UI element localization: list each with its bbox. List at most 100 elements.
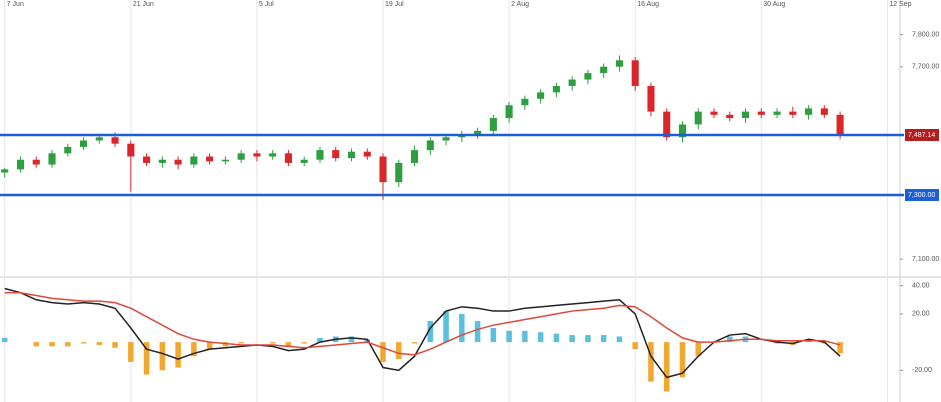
histogram-bar	[143, 342, 150, 375]
histogram-bar	[206, 342, 213, 350]
y-tick-label: 7,800.00	[912, 31, 939, 38]
candle-body	[111, 137, 119, 144]
candle-body	[521, 98, 529, 106]
candle-body	[363, 151, 371, 157]
histogram-bar	[427, 320, 434, 343]
candle-body	[568, 79, 576, 86]
candle-body	[820, 108, 828, 115]
candle-body	[505, 105, 513, 119]
histogram-bar	[112, 342, 118, 348]
y-tick-label: 20.00	[912, 311, 930, 318]
candle-body	[48, 153, 56, 165]
candle-body	[663, 111, 671, 138]
candle-body	[316, 150, 324, 160]
histogram-bar	[317, 337, 323, 343]
candle-body	[410, 150, 419, 163]
histogram-bar	[537, 332, 544, 343]
candle-body	[615, 60, 623, 67]
candle-body	[269, 153, 277, 157]
histogram-bar	[600, 335, 607, 343]
level-tag	[905, 128, 939, 141]
candle-body	[332, 150, 340, 159]
candle-body	[253, 153, 261, 157]
candle-body	[552, 85, 560, 93]
candle-body	[79, 140, 88, 147]
histogram-bar	[679, 342, 686, 378]
histogram-bar	[159, 342, 166, 371]
candle-body	[64, 146, 72, 154]
histogram-bar	[443, 311, 449, 343]
candle-body	[773, 111, 781, 115]
y-tick-label: -20.00	[912, 367, 932, 374]
histogram-bar	[269, 342, 276, 344]
candle-body	[631, 60, 639, 86]
y-tick-label: 7,700.00	[912, 64, 939, 71]
candle-body	[143, 156, 151, 163]
histogram-bar	[65, 342, 71, 347]
histogram-bar	[522, 330, 528, 343]
candle-body	[694, 111, 702, 125]
level-label: 7,300.00	[908, 192, 935, 199]
histogram-bar	[506, 330, 512, 343]
histogram-bar	[80, 342, 87, 344]
histogram-bar	[490, 328, 497, 343]
x-tick-label: 7 Jun	[7, 1, 24, 8]
histogram-bar	[411, 342, 418, 344]
histogram-bar	[569, 335, 575, 343]
candle-body	[127, 143, 135, 157]
candle-body	[300, 159, 308, 163]
histogram-bar	[33, 342, 40, 347]
candle-body	[726, 114, 734, 119]
candle-body	[789, 111, 797, 115]
candle-body	[379, 156, 387, 183]
histogram-bar	[585, 335, 591, 343]
candle-body	[442, 137, 450, 141]
histogram-bar	[348, 336, 355, 343]
histogram-bar	[238, 342, 244, 344]
candle-body	[741, 111, 750, 119]
candle-body	[426, 140, 434, 151]
candle-body	[284, 153, 292, 163]
x-tick-label: 30 Aug	[763, 1, 785, 8]
histogram-bar	[474, 320, 481, 343]
candle-body	[537, 92, 545, 99]
histogram-bar	[396, 342, 402, 360]
histogram-bar	[837, 342, 843, 354]
macd-line	[4, 287, 841, 379]
candle-body	[158, 159, 166, 163]
y-tick-label: 7,100.00	[912, 256, 939, 263]
histogram-bar	[727, 336, 733, 343]
histogram-bar	[616, 336, 623, 343]
candle-body	[600, 66, 608, 74]
candle-body	[174, 159, 182, 165]
candle-body	[489, 118, 497, 131]
x-tick-label: 21 Jun	[133, 1, 154, 8]
histogram-bar	[96, 342, 103, 345]
candle-body	[474, 130, 482, 135]
candle-body	[16, 159, 25, 170]
candle-body	[190, 156, 198, 165]
histogram-bar	[175, 342, 181, 368]
candle-body	[647, 85, 655, 112]
x-tick-label: 5 Jul	[259, 1, 274, 8]
candle-body	[395, 162, 403, 183]
histogram-bar	[459, 313, 465, 343]
histogram-bar	[380, 342, 386, 362]
histogram-bar	[285, 342, 292, 347]
candle-body	[206, 156, 214, 162]
histogram-bar	[663, 342, 670, 392]
histogram-bar	[301, 342, 307, 344]
x-tick-label: 16 Aug	[637, 1, 659, 8]
candle-body	[221, 159, 229, 162]
x-tick-label: 12 Sep	[889, 1, 911, 8]
histogram-bar	[553, 333, 560, 343]
x-tick-label: 2 Aug	[511, 1, 529, 8]
candle-body	[95, 137, 103, 141]
macd-line	[4, 291, 841, 356]
candle-body	[32, 159, 40, 165]
candle-body	[836, 114, 844, 135]
level-tag	[905, 189, 939, 202]
candle-body	[805, 108, 813, 115]
